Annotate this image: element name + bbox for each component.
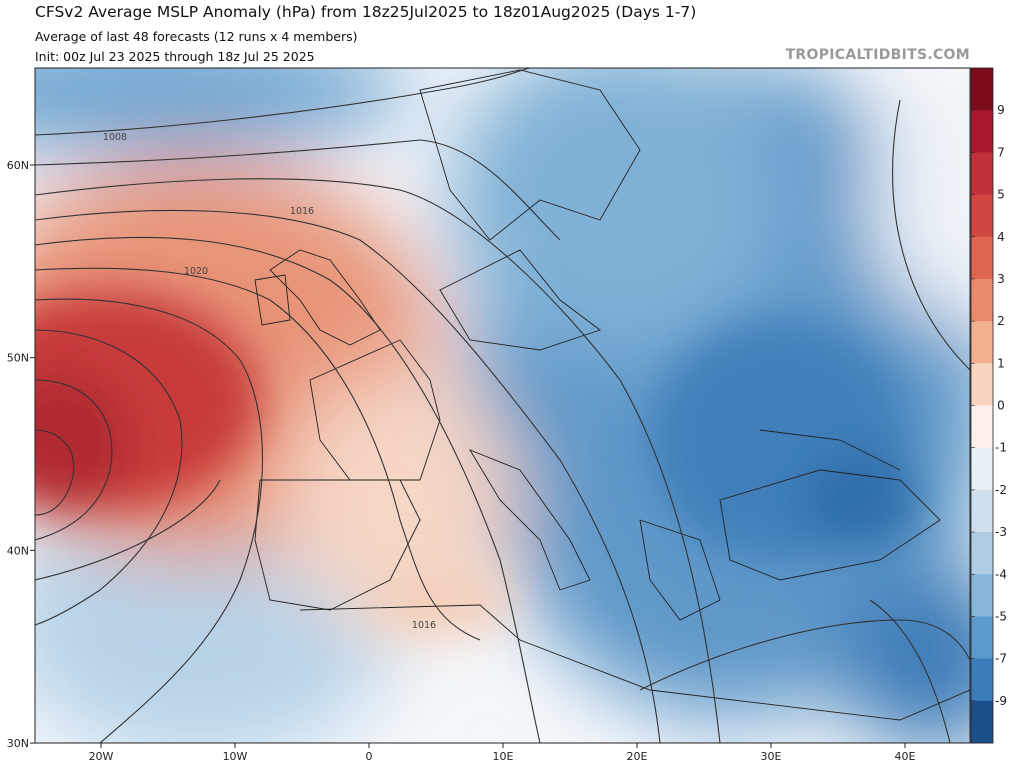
lat-label: 40N bbox=[7, 544, 29, 557]
lon-label: 0 bbox=[366, 750, 373, 763]
colorbar-label: -9 bbox=[995, 694, 1007, 708]
colorbar-segment bbox=[971, 532, 993, 575]
contour-label: 1016 bbox=[290, 206, 314, 217]
colorbar-segment bbox=[971, 658, 993, 702]
colorbar-label: 4 bbox=[997, 230, 1005, 244]
contour-labels: 1008 1016 1020 1016 bbox=[103, 132, 436, 631]
colorbar-label: 2 bbox=[997, 314, 1005, 328]
colorbar-segment bbox=[971, 574, 993, 617]
colorbar-segment bbox=[971, 447, 993, 491]
init-time: Init: 00z Jul 23 2025 through 18z Jul 25… bbox=[35, 49, 315, 64]
colorbar-segment bbox=[971, 194, 993, 238]
lon-label: 20W bbox=[89, 750, 114, 763]
colorbar-label: -7 bbox=[995, 652, 1007, 666]
colorbar-label: 1 bbox=[997, 356, 1005, 370]
colorbar-segment bbox=[971, 278, 993, 322]
colorbar-label: 9 bbox=[997, 103, 1005, 117]
axes: 60N 50N 40N 30N 20W 10W 0 10E 20E 30E 40E bbox=[7, 159, 916, 763]
colorbar-label: -3 bbox=[995, 525, 1007, 539]
watermark: TROPICALTIDBITS.COM bbox=[785, 47, 970, 63]
colorbar-segment bbox=[971, 321, 993, 364]
colorbar-segment bbox=[971, 405, 993, 449]
colorbar-segment bbox=[971, 616, 993, 660]
isobars bbox=[35, 68, 970, 743]
colorbar-segment bbox=[971, 489, 993, 533]
contour-label: 1016 bbox=[412, 620, 436, 631]
colorbar: 9 7 5 4 3 2 1 0 -1 -2 -3 -4 -5 -7 -9 bbox=[970, 67, 1007, 744]
colorbar-segment bbox=[971, 68, 993, 111]
colorbar-label: 7 bbox=[997, 145, 1005, 159]
colorbar-segment bbox=[971, 236, 993, 280]
colorbar-label: 3 bbox=[997, 272, 1005, 286]
colorbar-segment bbox=[971, 700, 993, 744]
lon-label: 20E bbox=[627, 750, 648, 763]
colorbar-label: 5 bbox=[997, 188, 1005, 202]
colorbar-segment bbox=[971, 110, 993, 153]
colorbar-label: -5 bbox=[995, 609, 1007, 623]
lon-label: 10E bbox=[493, 750, 514, 763]
colorbar-label: 0 bbox=[997, 399, 1005, 413]
title: CFSv2 Average MSLP Anomaly (hPa) from 18… bbox=[35, 3, 697, 21]
contour-label: 1008 bbox=[103, 132, 127, 143]
contour-label: 1020 bbox=[184, 266, 208, 277]
lat-label: 60N bbox=[7, 159, 29, 172]
colorbar-label: -4 bbox=[995, 567, 1007, 581]
colorbar-label: -1 bbox=[995, 441, 1007, 455]
lon-label: 40E bbox=[895, 750, 916, 763]
anomaly-field: 1008 1016 1020 1016 bbox=[35, 68, 970, 743]
lat-label: 50N bbox=[7, 352, 29, 365]
colorbar-segment bbox=[971, 363, 993, 406]
subtitle: Average of last 48 forecasts (12 runs x … bbox=[35, 29, 358, 44]
lat-label: 30N bbox=[7, 737, 29, 750]
lon-label: 30E bbox=[761, 750, 782, 763]
colorbar-segment bbox=[971, 152, 993, 196]
colorbar-label: -2 bbox=[995, 483, 1007, 497]
lon-label: 10W bbox=[223, 750, 248, 763]
